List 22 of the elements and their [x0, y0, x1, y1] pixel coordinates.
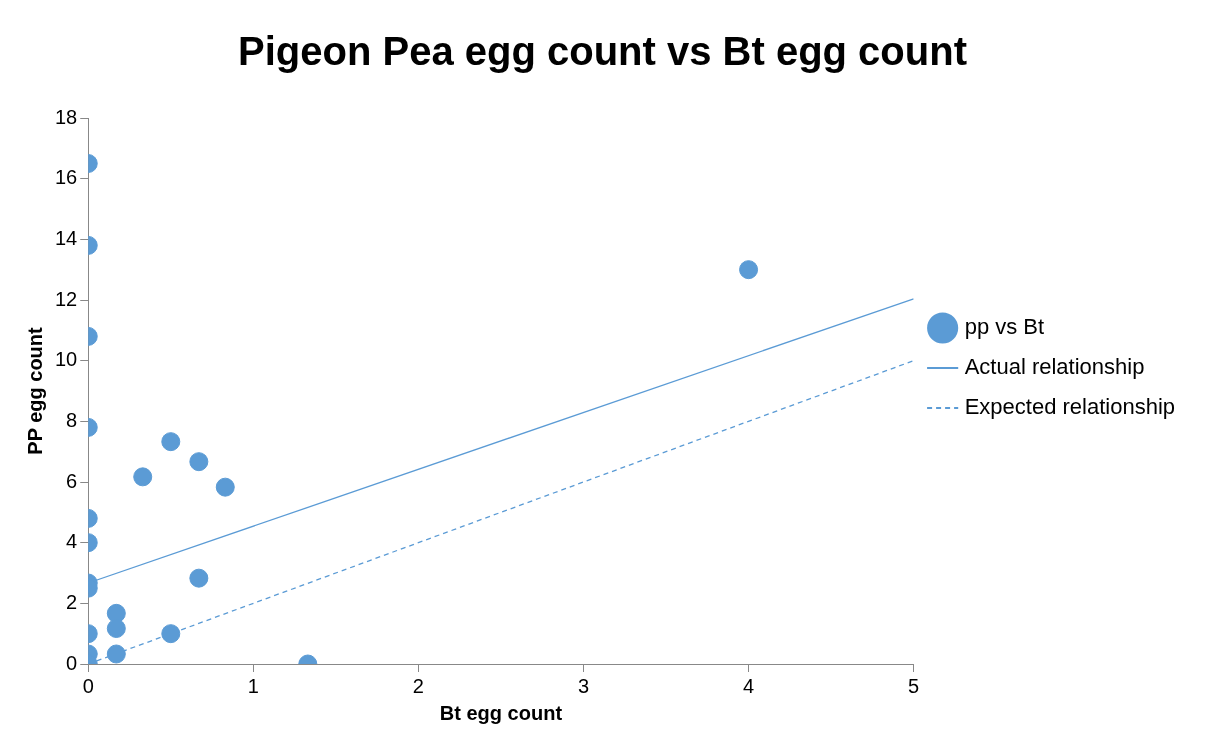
- y-tick-label: 16: [55, 166, 78, 189]
- x-tick-label: 0: [82, 674, 94, 697]
- legend-label: Expected relationship: [964, 394, 1176, 420]
- y-axis-title: PP egg count: [23, 326, 46, 455]
- y-tick-label: 4: [66, 530, 78, 553]
- y-tick-label: 18: [55, 105, 78, 128]
- x-tick-label: 3: [577, 674, 590, 697]
- x-tick-label: 5: [908, 674, 920, 697]
- y-tick-label: 10: [55, 348, 78, 371]
- y-tick-label: 0: [66, 651, 78, 674]
- x-tick-label: 1: [247, 674, 259, 697]
- y-tick-label: 8: [66, 408, 78, 431]
- x-tick-label: 2: [412, 674, 424, 697]
- chart-title: Pigeon Pea egg count vs Bt egg count: [238, 29, 967, 74]
- y-tick-label: 6: [66, 469, 78, 492]
- legend-label: pp vs Bt: [964, 314, 1045, 340]
- y-tick-label: 2: [66, 590, 78, 613]
- y-tick-label: 14: [55, 226, 78, 249]
- y-tick-label: 12: [55, 287, 78, 310]
- legend-label: Actual relationship: [964, 354, 1145, 380]
- x-axis-title: Bt egg count: [439, 701, 563, 724]
- x-tick-label: 4: [743, 674, 755, 697]
